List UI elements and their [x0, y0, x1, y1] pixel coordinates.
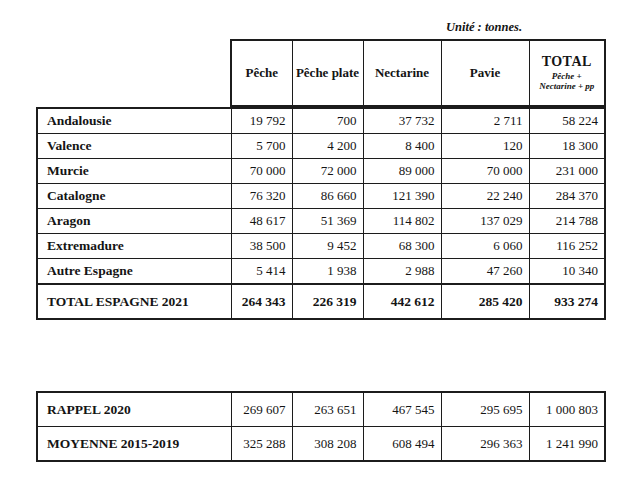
document-page: Unité : tonnes. Pêche Pêche plate Nectar… [0, 0, 626, 477]
value-cell: 10 340 [529, 259, 605, 285]
value-cell: 137 029 [441, 209, 529, 234]
value-cell: 58 224 [529, 108, 605, 134]
value-cell: 76 320 [231, 184, 292, 209]
value-cell: 1 938 [292, 259, 363, 285]
value-cell: 116 252 [529, 234, 605, 259]
value-cell: 214 788 [529, 209, 605, 234]
col-header-pavie: Pavie [441, 40, 529, 106]
unit-label: Unité : tonnes. [446, 20, 522, 35]
value-cell: 325 288 [231, 427, 292, 462]
value-cell: 264 343 [231, 284, 292, 319]
value-cell: 47 260 [441, 259, 529, 285]
value-cell: 1 241 990 [529, 427, 605, 462]
table-row: Catalogne 76 320 86 660 121 390 22 240 2… [37, 184, 605, 209]
region-label: Murcie [37, 159, 231, 184]
col-header-total: TOTAL Pêche + Nectarine + pp [529, 40, 605, 106]
table-row: RAPPEL 2020 269 607 263 651 467 545 295 … [37, 392, 605, 427]
value-cell: 467 545 [363, 392, 441, 427]
region-label: Catalogne [37, 184, 231, 209]
value-cell: 89 000 [363, 159, 441, 184]
value-cell: 2 988 [363, 259, 441, 285]
summary-table: RAPPEL 2020 269 607 263 651 467 545 295 … [36, 391, 606, 462]
value-cell: 1 000 803 [529, 392, 605, 427]
value-cell: 8 400 [363, 134, 441, 159]
value-cell: 284 370 [529, 184, 605, 209]
production-table: Andalousie 19 792 700 37 732 2 711 58 22… [36, 107, 606, 320]
value-cell: 22 240 [441, 184, 529, 209]
table-row: Murcie 70 000 72 000 89 000 70 000 231 0… [37, 159, 605, 184]
value-cell: 608 494 [363, 427, 441, 462]
value-cell: 114 802 [363, 209, 441, 234]
total-header-sub2: Nectarine + pp [532, 81, 603, 92]
value-cell: 19 792 [231, 108, 292, 134]
total-row: TOTAL ESPAGNE 2021 264 343 226 319 442 6… [37, 284, 605, 319]
value-cell: 9 452 [292, 234, 363, 259]
region-label: Valence [37, 134, 231, 159]
total-header-title: TOTAL [532, 54, 603, 71]
value-cell: 285 420 [441, 284, 529, 319]
table-row: Aragon 48 617 51 369 114 802 137 029 214… [37, 209, 605, 234]
value-cell: 700 [292, 108, 363, 134]
header-row: Pêche Pêche plate Nectarine Pavie TOTAL … [231, 40, 605, 106]
summary-row-label: MOYENNE 2015-2019 [37, 427, 231, 462]
value-cell: 296 363 [441, 427, 529, 462]
table-row: Autre Espagne 5 414 1 938 2 988 47 260 1… [37, 259, 605, 285]
value-cell: 263 651 [292, 392, 363, 427]
value-cell: 933 274 [529, 284, 605, 319]
value-cell: 86 660 [292, 184, 363, 209]
value-cell: 226 319 [292, 284, 363, 319]
region-label: Andalousie [37, 108, 231, 134]
region-label: Autre Espagne [37, 259, 231, 285]
value-cell: 308 208 [292, 427, 363, 462]
value-cell: 269 607 [231, 392, 292, 427]
value-cell: 5 700 [231, 134, 292, 159]
table-row: Valence 5 700 4 200 8 400 120 18 300 [37, 134, 605, 159]
summary-row-label: RAPPEL 2020 [37, 392, 231, 427]
table-row: Andalousie 19 792 700 37 732 2 711 58 22… [37, 108, 605, 134]
value-cell: 231 000 [529, 159, 605, 184]
value-cell: 6 060 [441, 234, 529, 259]
value-cell: 68 300 [363, 234, 441, 259]
value-cell: 70 000 [441, 159, 529, 184]
value-cell: 48 617 [231, 209, 292, 234]
region-label: Extremadure [37, 234, 231, 259]
value-cell: 4 200 [292, 134, 363, 159]
col-header-peche-plate: Pêche plate [292, 40, 363, 106]
value-cell: 5 414 [231, 259, 292, 285]
column-header-table: Pêche Pêche plate Nectarine Pavie TOTAL … [230, 39, 606, 107]
value-cell: 18 300 [529, 134, 605, 159]
table-row: MOYENNE 2015-2019 325 288 308 208 608 49… [37, 427, 605, 462]
value-cell: 70 000 [231, 159, 292, 184]
value-cell: 51 369 [292, 209, 363, 234]
value-cell: 37 732 [363, 108, 441, 134]
value-cell: 72 000 [292, 159, 363, 184]
total-header-sub1: Pêche + [532, 71, 603, 82]
col-header-nectarine: Nectarine [363, 40, 441, 106]
value-cell: 442 612 [363, 284, 441, 319]
value-cell: 120 [441, 134, 529, 159]
value-cell: 2 711 [441, 108, 529, 134]
col-header-peche: Pêche [231, 40, 292, 106]
value-cell: 38 500 [231, 234, 292, 259]
total-row-label: TOTAL ESPAGNE 2021 [37, 284, 231, 319]
table-row: Extremadure 38 500 9 452 68 300 6 060 11… [37, 234, 605, 259]
value-cell: 121 390 [363, 184, 441, 209]
value-cell: 295 695 [441, 392, 529, 427]
region-label: Aragon [37, 209, 231, 234]
